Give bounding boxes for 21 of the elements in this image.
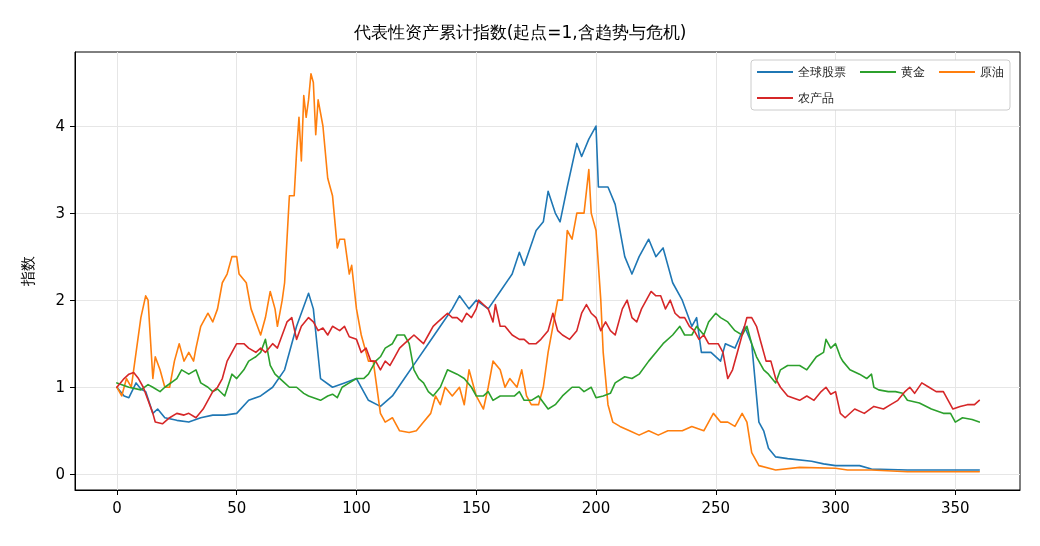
- y-tick-label: 3: [55, 204, 65, 223]
- legend-label: 黄金: [901, 65, 925, 79]
- legend-label: 农产品: [798, 91, 834, 105]
- y-tick-label: 0: [55, 465, 65, 484]
- y-tick-label: 2: [55, 291, 65, 310]
- x-tick-label: 300: [821, 498, 850, 517]
- x-tick-label: 50: [227, 498, 247, 517]
- legend-label: 全球股票: [798, 65, 846, 79]
- legend-label: 原油: [980, 65, 1004, 79]
- x-tick-label: 100: [342, 498, 371, 517]
- y-axis-title: 指数: [18, 256, 37, 287]
- x-tick-label: 200: [581, 498, 611, 517]
- chart-title: 代表性资产累计指数(起点=1,含趋势与危机): [352, 21, 687, 42]
- y-tick-label: 4: [55, 117, 65, 136]
- x-tick-label: 250: [701, 498, 731, 517]
- y-tick-label: 1: [55, 378, 65, 397]
- x-tick-label: 350: [941, 498, 970, 517]
- line-series: [116, 290, 981, 425]
- line-series: [116, 312, 981, 423]
- x-tick-label: 0: [112, 498, 122, 517]
- x-tick-label: 150: [461, 498, 491, 517]
